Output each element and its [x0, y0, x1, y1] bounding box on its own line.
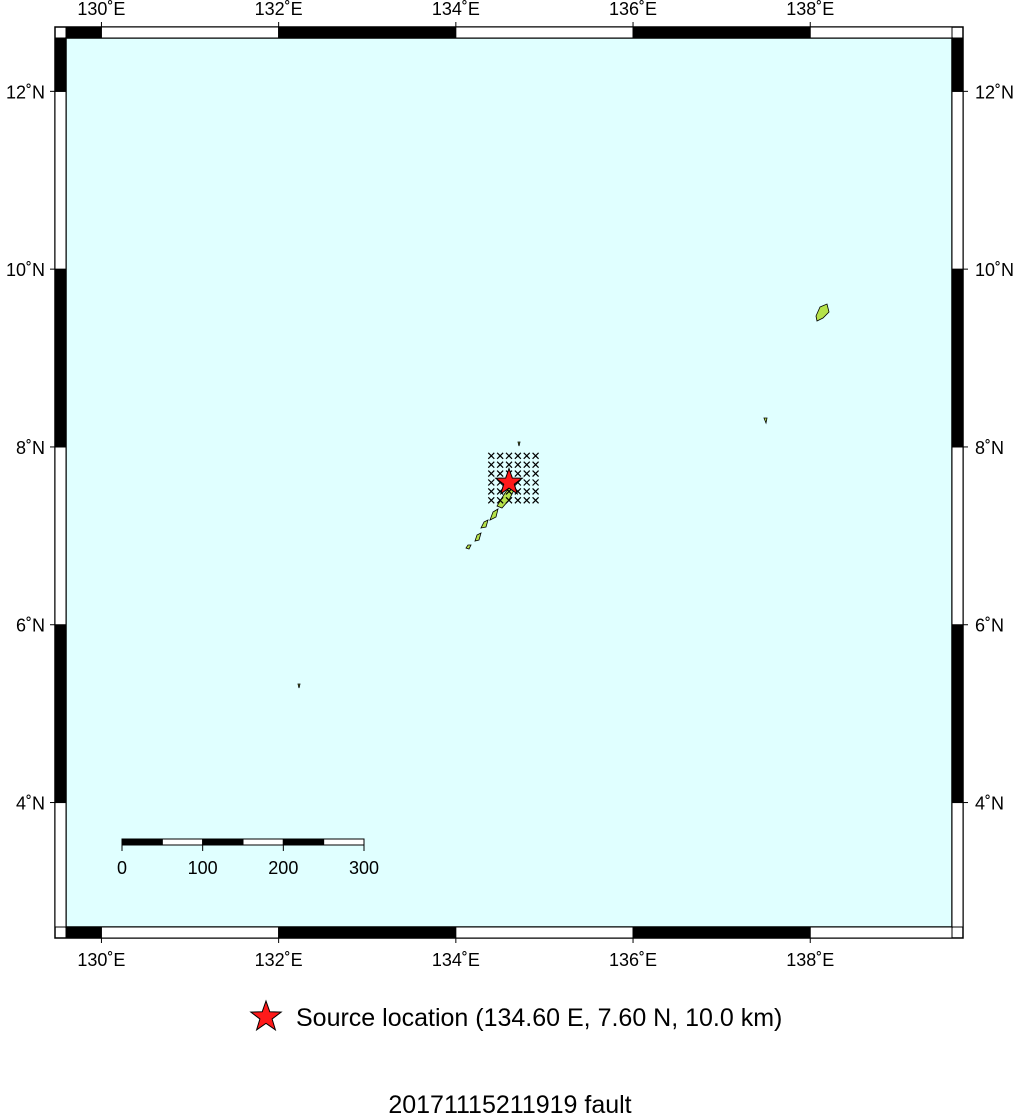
fault-node [514, 461, 522, 469]
scale-label: 300 [349, 858, 379, 878]
map-content: 130˚E 130˚E 132˚E 132˚E 134˚E 134˚E 136˚E 136˚E… [6, 0, 1014, 1032]
fault-node [487, 452, 495, 460]
source-star [494, 466, 524, 496]
frame-bar [65, 26, 102, 39]
fault-node [532, 487, 540, 495]
frame-bar [54, 624, 67, 804]
lon-label: 130˚E [77, 0, 125, 19]
fault-node [523, 496, 531, 504]
frame-bar [455, 926, 634, 939]
fault-node [523, 487, 531, 495]
lon-label: 132˚E [255, 0, 303, 19]
lon-label: 136˚E [609, 0, 657, 19]
lat-label: 12˚N [6, 82, 45, 102]
lat-label: 4˚N [16, 794, 45, 814]
fault-node [505, 496, 513, 504]
scale-segment [282, 838, 325, 846]
scale-segment [323, 838, 365, 846]
frame-bar [951, 624, 964, 804]
fault-node [487, 496, 495, 504]
lon-label: 130˚E [77, 950, 125, 970]
fault-node [487, 479, 495, 486]
fault-node [487, 487, 495, 495]
frame-bar [809, 926, 953, 939]
fault-node [523, 452, 531, 460]
island [480, 519, 489, 529]
fault-node [532, 479, 540, 486]
lat-label: 10˚N [975, 260, 1014, 280]
frame-bar [54, 802, 67, 928]
frame-bar [100, 926, 280, 939]
lon-label: 132˚E [255, 950, 303, 970]
fault-node [523, 470, 531, 478]
frame-bar [54, 446, 67, 626]
frame-bar [951, 268, 964, 448]
fault-node [532, 452, 540, 460]
island [297, 683, 301, 689]
lat-label: 12˚N [975, 82, 1014, 102]
frame-bar [951, 90, 964, 270]
island [815, 303, 830, 322]
fault-node [523, 479, 531, 486]
fault-node [496, 470, 504, 478]
scale-segment [202, 838, 244, 846]
island [465, 544, 472, 550]
island [763, 417, 768, 425]
lat-label: 6˚N [975, 616, 1004, 636]
fault-node [532, 470, 540, 478]
fault-node [505, 461, 513, 469]
frame-bar [809, 26, 953, 39]
fault-node [532, 496, 540, 504]
frame-bar [54, 268, 67, 448]
fault-node [532, 461, 540, 469]
lon-label: 134˚E [432, 0, 480, 19]
frame-bar [632, 926, 811, 939]
frame-bars [54, 26, 964, 939]
lon-label: 138˚E [786, 950, 834, 970]
fault-node [523, 461, 531, 469]
legend-label: Source location (134.60 E, 7.60 N, 10.0 … [296, 1004, 782, 1032]
scale-label: 0 [117, 858, 127, 878]
fault-node [514, 452, 522, 460]
scale-segment [242, 838, 284, 846]
fault-node [496, 452, 504, 460]
legend-star [249, 999, 283, 1032]
frame-bar [278, 926, 457, 939]
frame-bar [951, 446, 964, 626]
frame-bar [100, 26, 280, 39]
scale-segment [121, 838, 163, 846]
frame-bar [54, 37, 67, 92]
fault-node [514, 496, 522, 504]
frame-bar [951, 37, 964, 92]
fault-node [487, 470, 495, 478]
island [517, 441, 521, 447]
frame-bar [455, 26, 634, 39]
frame-bar [278, 26, 457, 39]
fault-node [496, 496, 504, 504]
lon-label: 138˚E [786, 0, 834, 19]
lon-label: 136˚E [609, 950, 657, 970]
lat-label: 8˚N [975, 438, 1004, 458]
lon-label: 134˚E [432, 950, 480, 970]
island [474, 532, 482, 542]
figure-title: 20171115211919 fault [388, 1091, 631, 1115]
scale-label: 100 [188, 858, 218, 878]
lat-label: 4˚N [975, 794, 1004, 814]
scale-segment [161, 838, 204, 846]
lat-label: 6˚N [16, 616, 45, 636]
fault-node [496, 461, 504, 469]
frame-bar [632, 26, 811, 39]
lat-label: 10˚N [6, 260, 45, 280]
fault-node [514, 470, 522, 478]
scale-label: 200 [268, 858, 298, 878]
lat-label: 8˚N [16, 438, 45, 458]
frame-bar [65, 926, 102, 939]
frame-bar [951, 802, 964, 928]
island [489, 508, 499, 521]
frame-bar [54, 90, 67, 270]
fault-node [487, 461, 495, 469]
fault-node [505, 452, 513, 460]
